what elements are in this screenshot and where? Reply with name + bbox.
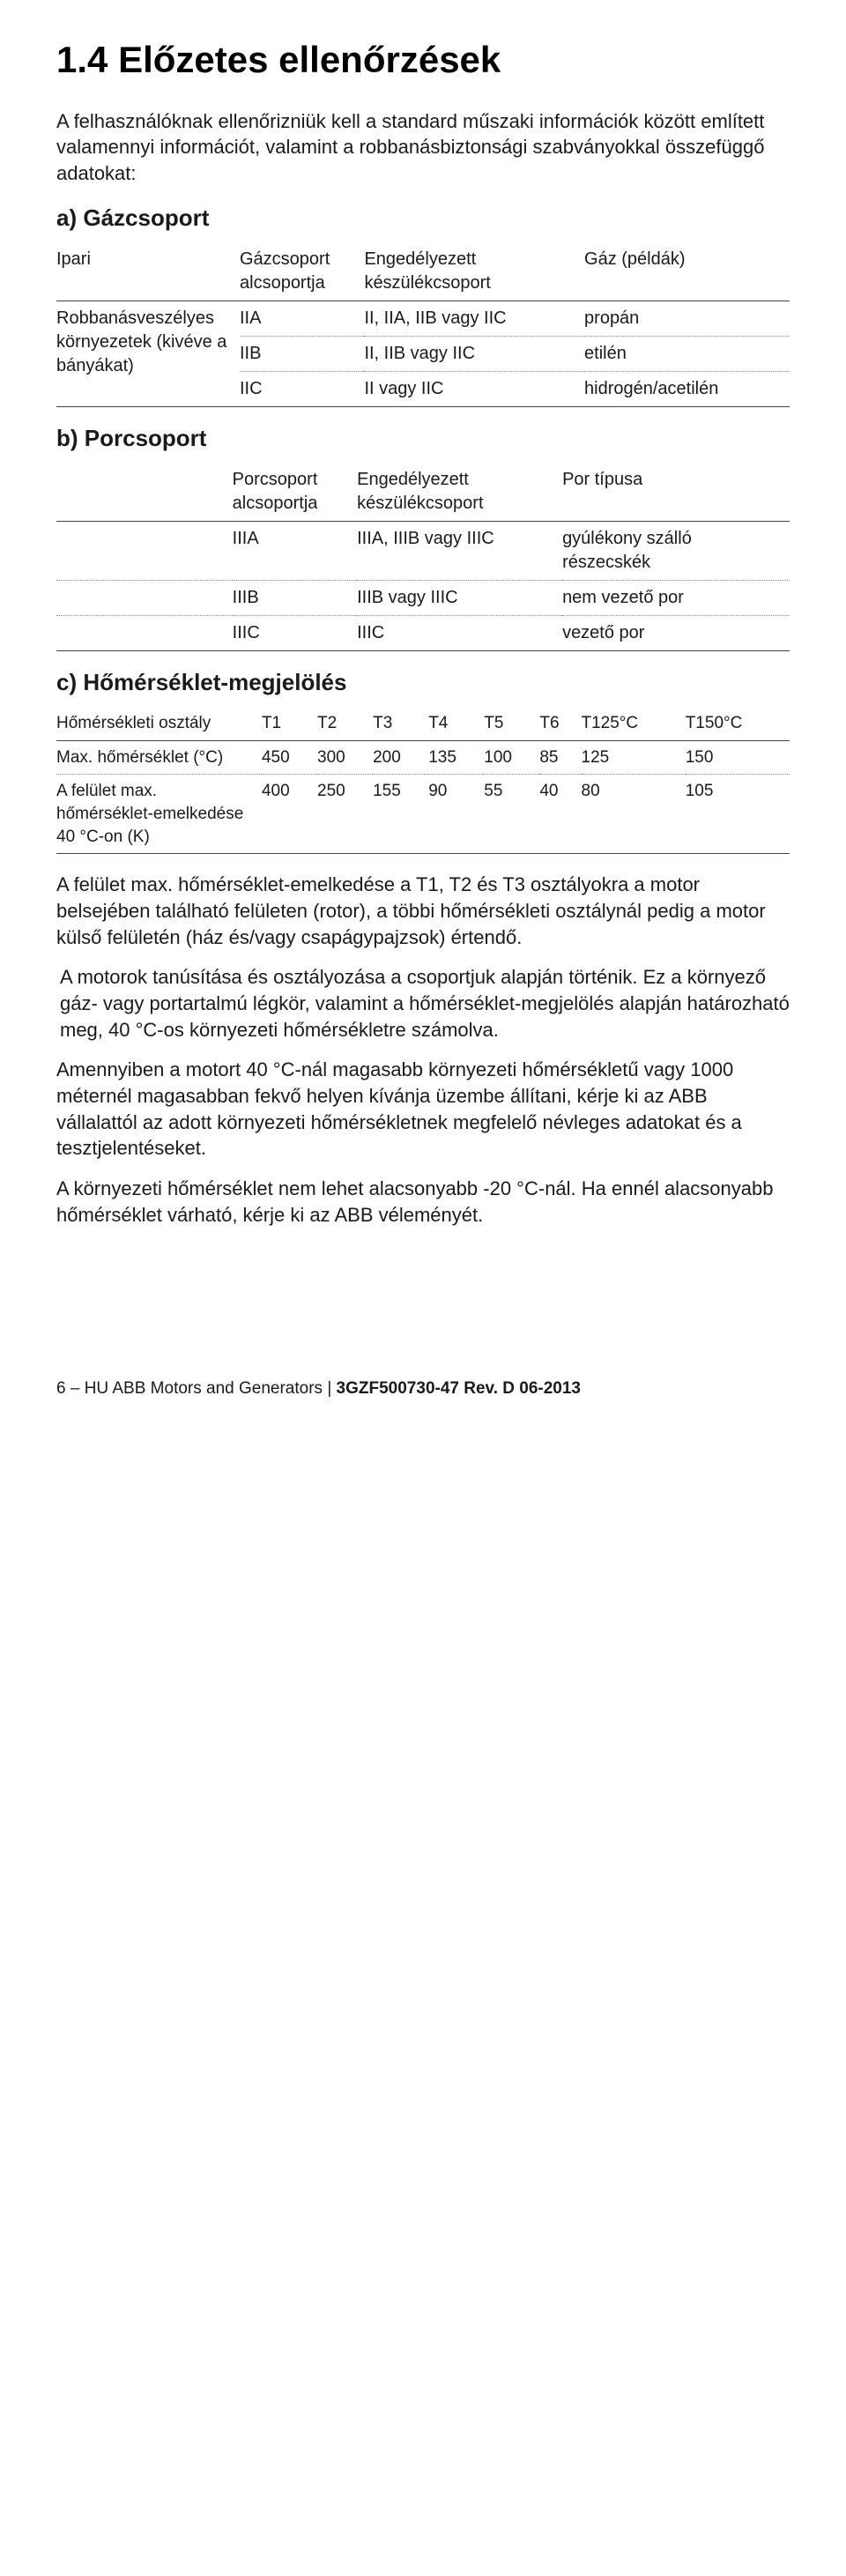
- temp-r2-4: 135: [428, 740, 484, 775]
- temp-r3-label: A felület max. hőmérséklet-emelkedése 40…: [56, 775, 262, 854]
- gas-hdr-c2: Gázcsoport alcsoportja: [240, 242, 364, 301]
- body-para-3: Amennyiben a motort 40 °C-nál magasabb k…: [56, 1057, 790, 1162]
- gas-r2-ex: etilén: [584, 336, 790, 371]
- temp-col-4: T4: [428, 707, 484, 740]
- page-footer: 6 – HU ABB Motors and Generators | 3GZF5…: [56, 1377, 790, 1400]
- gas-r3-ex: hidrogén/acetilén: [584, 371, 790, 406]
- body-para-4: A környezeti hőmérséklet nem lehet alacs…: [56, 1176, 790, 1228]
- temp-r3-8: 105: [686, 775, 790, 854]
- temp-col-2: T2: [317, 707, 373, 740]
- temp-r3-6: 40: [539, 775, 581, 854]
- temp-r1-label: Hőmérsékleti osztály: [56, 707, 262, 740]
- temp-col-7: T125°C: [582, 707, 686, 740]
- footer-doc: 3GZF500730-47 Rev. D 06-2013: [337, 1379, 581, 1398]
- gas-table: Ipari Gázcsoport alcsoportja Engedélyeze…: [56, 242, 790, 407]
- section-number: 1.4: [56, 39, 108, 80]
- dust-r2-sub: IIIB: [233, 580, 357, 615]
- intro-paragraph: A felhasználóknak ellenőrizniük kell a s…: [56, 108, 790, 187]
- dust-r3-sub: IIIC: [233, 615, 357, 650]
- dust-r1-sub: IIIA: [233, 521, 357, 580]
- temp-r2-3: 200: [373, 740, 428, 775]
- temp-r3-1: 400: [262, 775, 317, 854]
- temp-col-3: T3: [373, 707, 428, 740]
- temp-r3-2: 250: [317, 775, 373, 854]
- temp-r2-7: 125: [582, 740, 686, 775]
- temp-r2-5: 100: [484, 740, 539, 775]
- gas-hdr-c1: Ipari: [56, 242, 240, 301]
- temp-col-5: T5: [484, 707, 539, 740]
- temp-col-1: T1: [262, 707, 317, 740]
- temp-r3-5: 55: [484, 775, 539, 854]
- temp-r2-8: 150: [686, 740, 790, 775]
- dust-r3-equip: IIIC: [357, 615, 562, 650]
- temp-r2-6: 85: [539, 740, 581, 775]
- footer-sep: |: [323, 1379, 337, 1398]
- gas-r1-equip: II, IIA, IIB vagy IIC: [364, 301, 584, 336]
- dust-heading: b) Porcsoport: [56, 423, 790, 454]
- dust-r1-ex: gyúlékony szálló részecskék: [562, 521, 790, 580]
- gas-r3-sub: IIC: [240, 371, 364, 406]
- body-para-2: A motorok tanúsítása és osztályozása a c…: [56, 964, 790, 1043]
- section-title: 1.4 Előzetes ellenőrzések: [56, 35, 790, 85]
- temp-r3-3: 155: [373, 775, 428, 854]
- temp-r2-label: Max. hőmérséklet (°C): [56, 740, 262, 775]
- dust-r1-equip: IIIA, IIIB vagy IIIC: [357, 521, 562, 580]
- dust-hdr-c3: Por típusa: [562, 463, 790, 522]
- temp-col-6: T6: [539, 707, 581, 740]
- gas-r2-sub: IIB: [240, 336, 364, 371]
- gas-r1-ex: propán: [584, 301, 790, 336]
- temp-heading: c) Hőmérséklet-megjelölés: [56, 667, 790, 698]
- dust-r3-ex: vezető por: [562, 615, 790, 650]
- gas-rowspan-label: Robbanásveszélyes környezetek (kivéve a …: [56, 301, 240, 406]
- footer-company: ABB Motors and Generators: [112, 1379, 323, 1398]
- temp-r2-1: 450: [262, 740, 317, 775]
- dust-table: Porcsoport alcsoportja Engedélyezett kés…: [56, 463, 790, 651]
- gas-hdr-c3: Engedélyezett készülékcsoport: [364, 242, 584, 301]
- gas-r1-sub: IIA: [240, 301, 364, 336]
- footer-page: 6 – HU: [56, 1379, 108, 1398]
- gas-r3-equip: II vagy IIC: [364, 371, 584, 406]
- temp-r2-2: 300: [317, 740, 373, 775]
- temp-table: Hőmérsékleti osztály T1 T2 T3 T4 T5 T6 T…: [56, 707, 790, 854]
- dust-hdr-c1: Porcsoport alcsoportja: [233, 463, 357, 522]
- body-para-1: A felület max. hőmérséklet-emelkedése a …: [56, 872, 790, 950]
- dust-r2-ex: nem vezető por: [562, 580, 790, 615]
- section-title-text: Előzetes ellenőrzések: [118, 39, 501, 80]
- gas-r2-equip: II, IIB vagy IIC: [364, 336, 584, 371]
- gas-hdr-c4: Gáz (példák): [584, 242, 790, 301]
- temp-r3-4: 90: [428, 775, 484, 854]
- dust-r2-equip: IIIB vagy IIIC: [357, 580, 562, 615]
- dust-hdr-c2: Engedélyezett készülékcsoport: [357, 463, 562, 522]
- temp-col-8: T150°C: [686, 707, 790, 740]
- gas-heading: a) Gázcsoport: [56, 203, 790, 234]
- temp-r3-7: 80: [582, 775, 686, 854]
